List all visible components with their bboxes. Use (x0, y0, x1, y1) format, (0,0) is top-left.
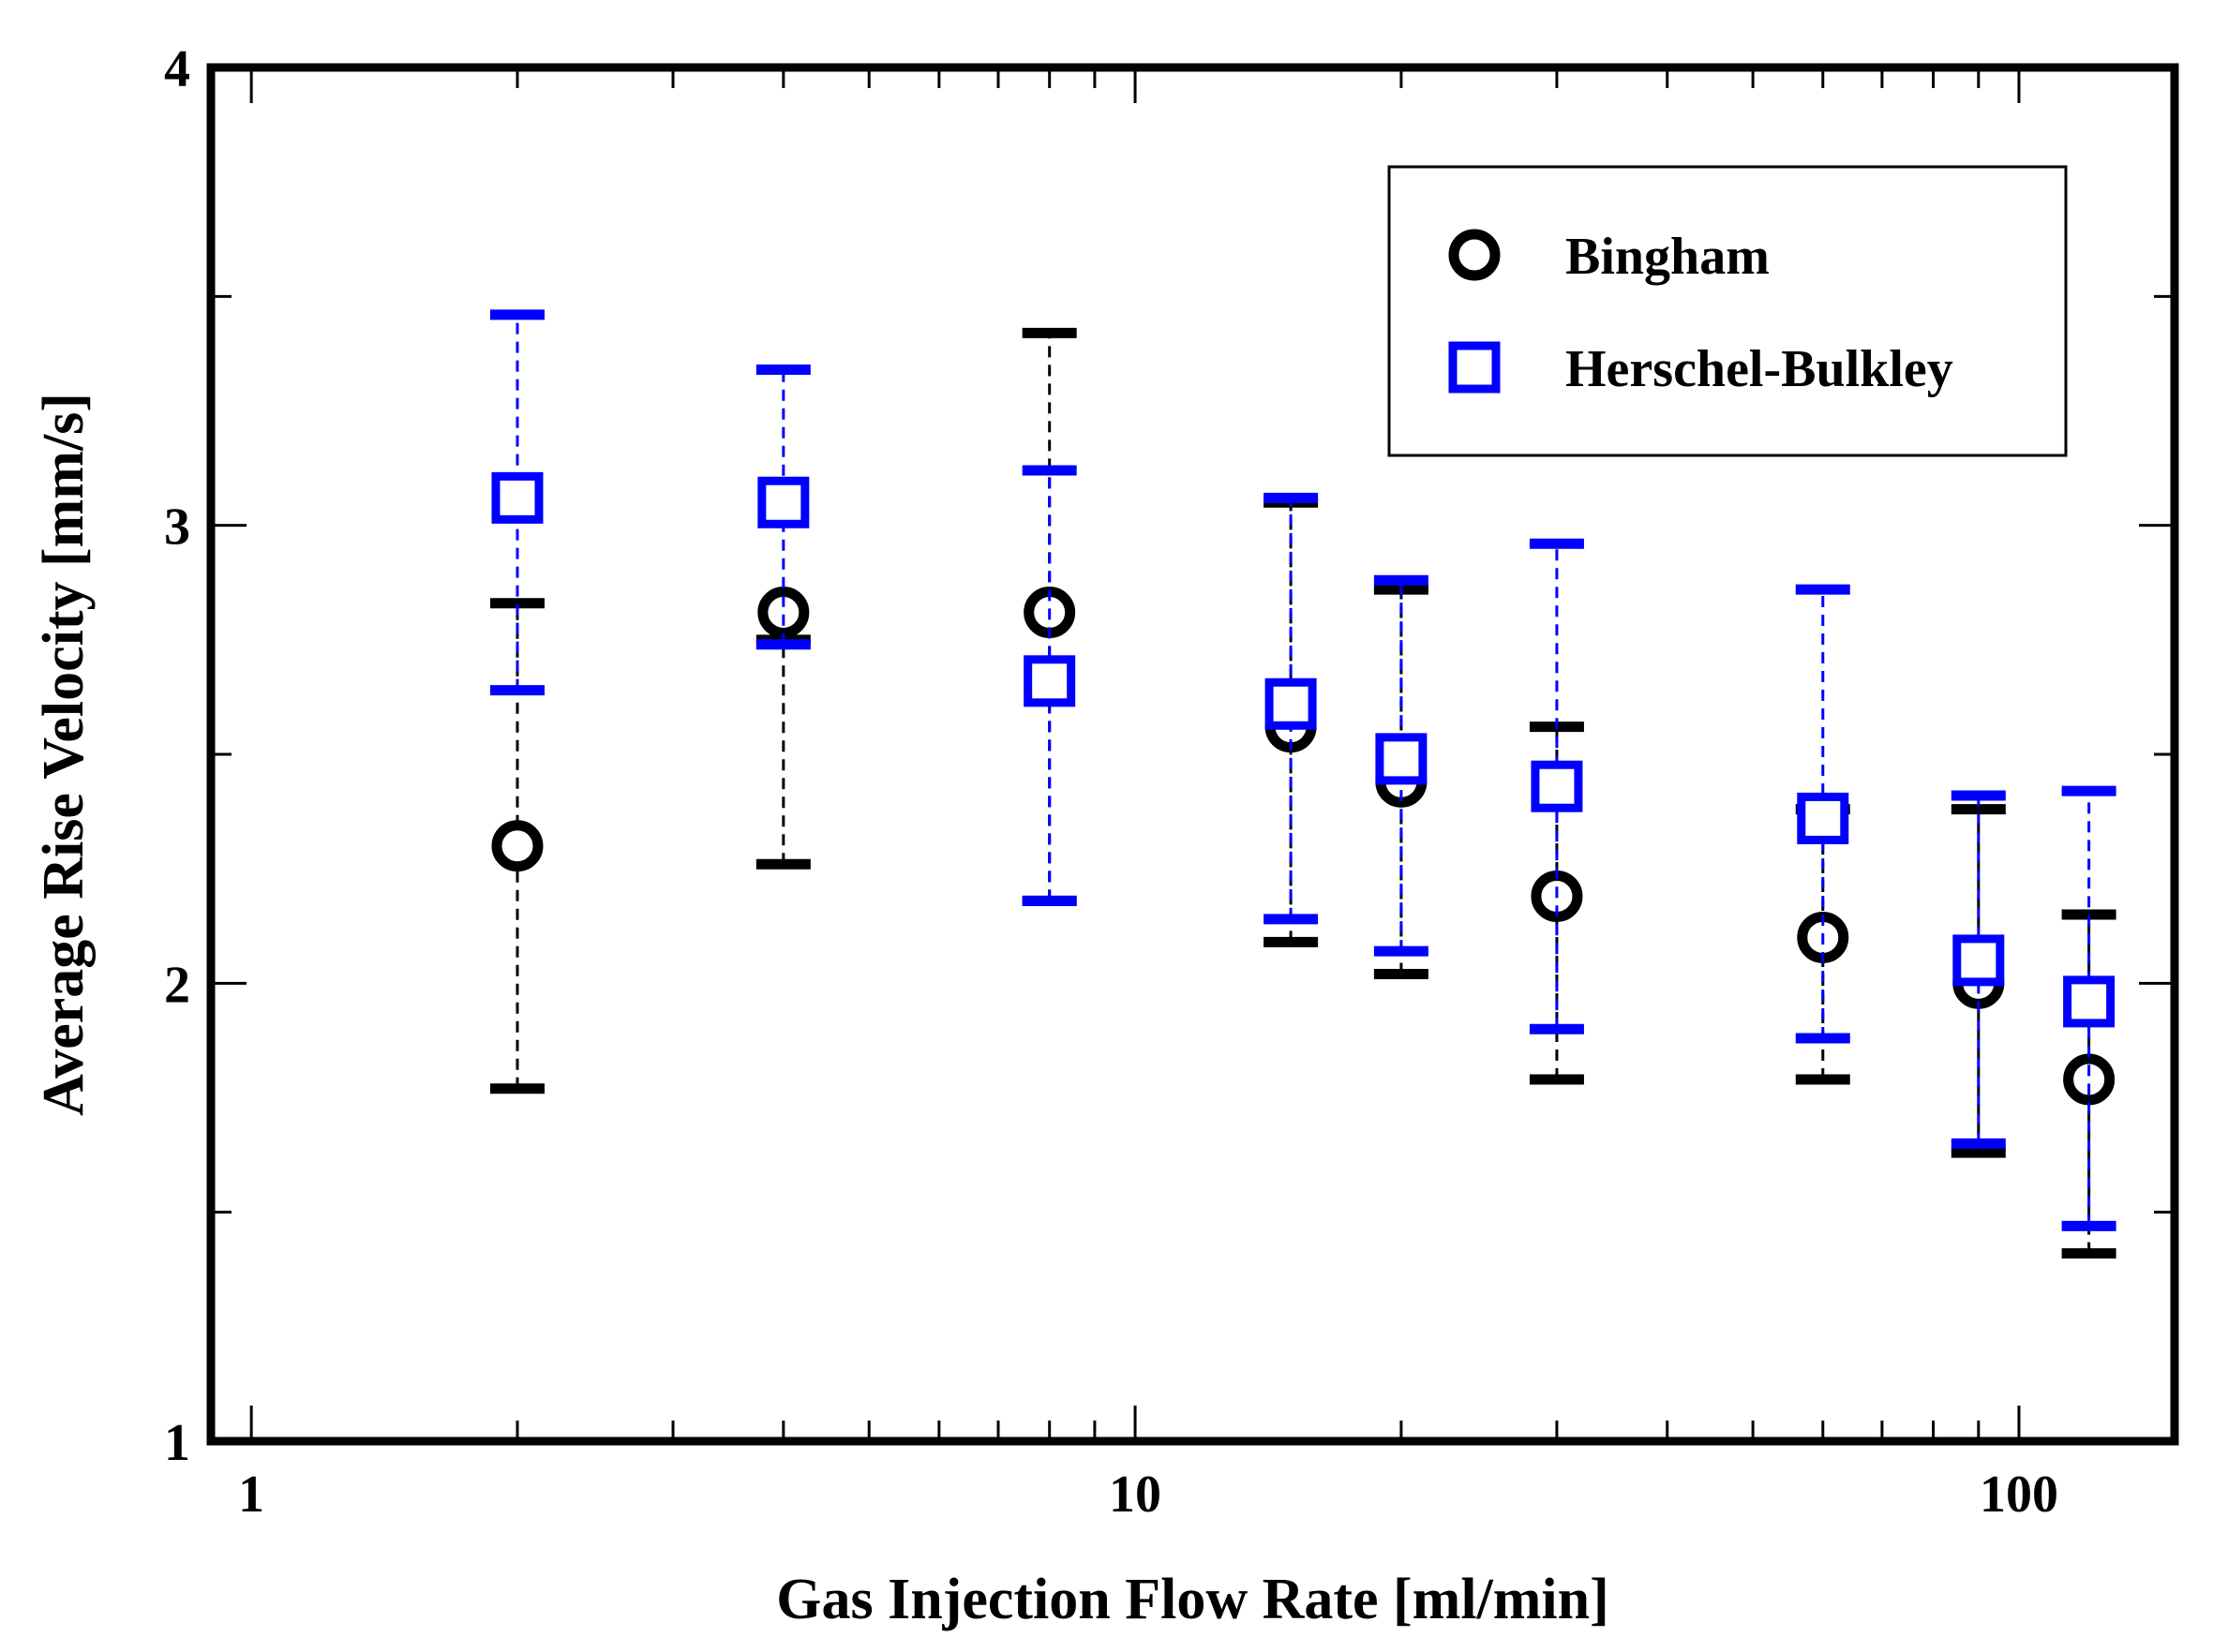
x-tick-label: 10 (1109, 1466, 1161, 1524)
data-point-circle (491, 820, 544, 872)
data-point-square (1531, 760, 1583, 812)
y-axis-title: Average Rise Velocity [mm/s] (32, 393, 96, 1116)
legend-label: Bingham (1565, 228, 1770, 286)
data-point-square (757, 476, 810, 528)
data-point-square (491, 471, 544, 524)
legend-marker-square (1448, 341, 1501, 394)
data-point-square (2063, 975, 2116, 1028)
x-tick-label: 100 (1980, 1466, 2058, 1524)
legend-box (1387, 165, 2068, 457)
legend: Bingham Herschel-Bulkley (1387, 165, 2068, 457)
data-point-square (1024, 655, 1076, 707)
series-herschel-bulkley (489, 309, 2116, 1231)
y-tick-label: 4 (164, 40, 190, 98)
plot-frame (206, 63, 2179, 1446)
y-tick-label: 1 (164, 1414, 190, 1472)
data-point-square (1797, 792, 1849, 844)
data-point-square (1264, 677, 1317, 730)
data-point-square (1952, 934, 2005, 987)
tick-labels: 1 10 100 1 2 3 4 (164, 40, 2058, 1524)
data-point-circle (2063, 1053, 2116, 1106)
legend-marker-circle (1448, 229, 1501, 281)
x-axis-title: Gas Injection Flow Rate [ml/min] (776, 1568, 1609, 1631)
x-tick-label: 1 (238, 1466, 264, 1524)
data-series (489, 309, 2116, 1259)
data-point-square (1375, 733, 1428, 785)
legend-label: Herschel-Bulkley (1565, 340, 1953, 398)
y-tick-label: 3 (164, 499, 190, 557)
data-point-circle (757, 587, 810, 639)
y-tick-label: 2 (164, 956, 190, 1014)
